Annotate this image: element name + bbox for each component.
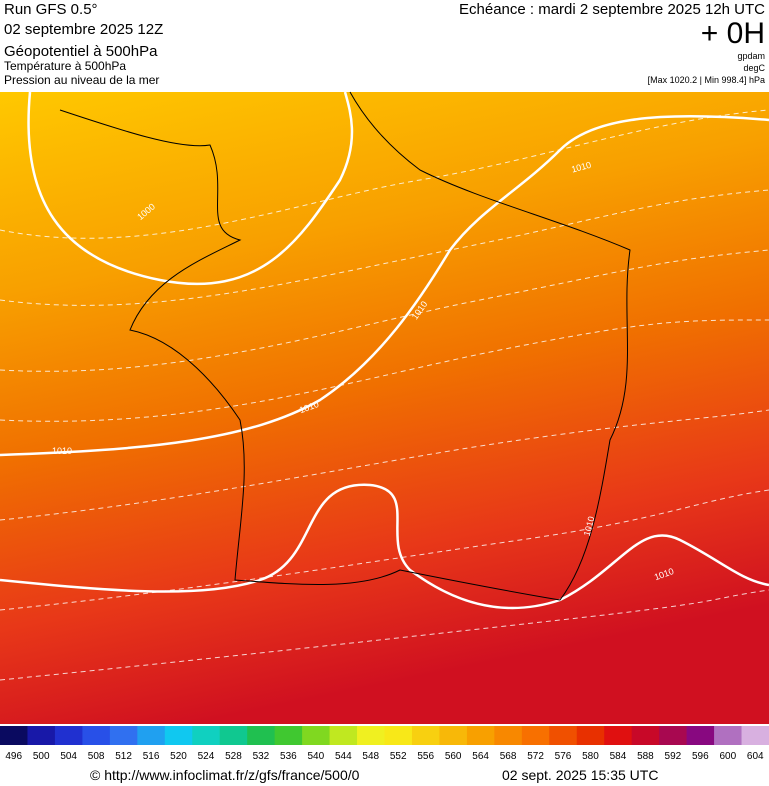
pressure-range: [Max 1020.2 | Min 998.4] hPa [648, 75, 765, 85]
colorbar-swatch [302, 726, 331, 745]
colorbar-swatch [137, 726, 166, 745]
colorbar-swatch [192, 726, 221, 745]
colorbar-label: 552 [390, 751, 407, 762]
colorbar-label: 576 [555, 751, 572, 762]
colorbar-label: 572 [527, 751, 544, 762]
colorbar-swatch [109, 726, 138, 745]
colorbar-swatch [357, 726, 385, 745]
colorbar-swatch [274, 726, 303, 745]
colorbar-label: 600 [719, 751, 736, 762]
colorbar-label: 604 [747, 751, 764, 762]
colorbar-label: 504 [60, 751, 77, 762]
colorbar-label: 520 [170, 751, 187, 762]
colorbar-swatch [0, 726, 28, 745]
unit: degC [743, 63, 765, 73]
colorbar-swatch [439, 726, 468, 745]
colorbar-swatch [247, 726, 276, 745]
colorbar-label: 548 [362, 751, 379, 762]
colorbar-label: 524 [198, 751, 215, 762]
colorbar-label: 568 [500, 751, 517, 762]
layer: Géopotentiel à 500hPa [4, 43, 158, 60]
colorbar-swatch [219, 726, 248, 745]
echeance: Echéance : mardi 2 septembre 2025 12h UT… [459, 1, 765, 18]
colorbar-swatch [27, 726, 56, 745]
colorbar-label: 500 [33, 751, 50, 762]
colorbar-swatch [521, 726, 550, 745]
colorbar-label: 496 [5, 751, 22, 762]
map-field [0, 92, 769, 724]
colorbar-label: 596 [692, 751, 709, 762]
colorbar-swatch [411, 726, 440, 745]
coastline [59, 91, 631, 601]
unit: gpdam [737, 51, 765, 61]
colorbar-label: 508 [88, 751, 105, 762]
colorbar-label: 532 [253, 751, 270, 762]
colorbar-swatch [329, 726, 358, 745]
colorbar-swatch [659, 726, 688, 745]
colorbar-swatch [82, 726, 111, 745]
colorbar-swatch [714, 726, 743, 745]
offset: + 0H [701, 17, 765, 50]
colorbar-swatch [576, 726, 605, 745]
run-date: 02 septembre 2025 12Z [4, 21, 163, 38]
colorbar-label: 556 [417, 751, 434, 762]
timestamp: 02 sept. 2025 15:35 UTC [502, 767, 658, 783]
colorbar-label: 584 [610, 751, 627, 762]
colorbar-swatch [384, 726, 413, 745]
colorbar-label: 592 [665, 751, 682, 762]
layer: Température à 500hPa [4, 59, 126, 73]
colorbar-label: 564 [472, 751, 489, 762]
credit: © http://www.infoclimat.fr/z/gfs/france/… [90, 767, 360, 783]
isobars [0, 91, 769, 610]
colorbar-label: 512 [115, 751, 132, 762]
colorbar-swatch [494, 726, 523, 745]
colorbar-label: 536 [280, 751, 297, 762]
colorbar-label: 544 [335, 751, 352, 762]
colorbar-label: 540 [307, 751, 324, 762]
colorbar-swatch [549, 726, 578, 745]
colorbar-swatch [686, 726, 715, 745]
colorbar-label: 528 [225, 751, 242, 762]
colorbar-swatch [54, 726, 83, 745]
run-title: Run GFS 0.5° [4, 1, 98, 18]
colorbar-swatch [741, 726, 769, 745]
colorbar-label: 588 [637, 751, 654, 762]
colorbar-label: 560 [445, 751, 462, 762]
colorbar-swatch [164, 726, 193, 745]
colorbar-label: 516 [143, 751, 160, 762]
isobar-label: 1010 [52, 446, 72, 456]
layer: Pression au niveau de la mer [4, 73, 159, 87]
colorbar-label: 580 [582, 751, 599, 762]
colorbar-swatch [466, 726, 495, 745]
colorbar-swatch [604, 726, 633, 745]
colorbar-swatch [631, 726, 660, 745]
